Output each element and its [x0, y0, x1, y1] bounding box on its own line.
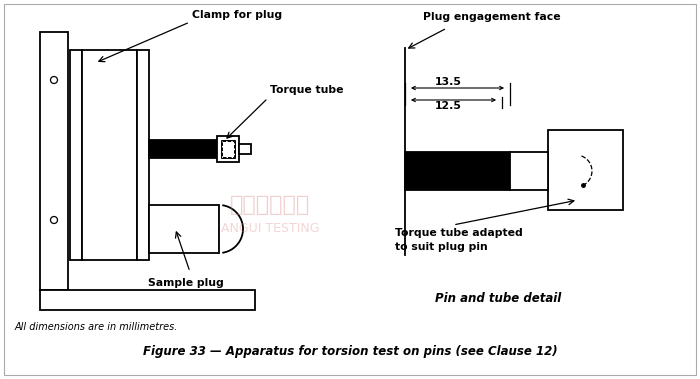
Bar [239, 144, 251, 154]
Text: 12.5: 12.5 [435, 101, 462, 111]
Bar [405, 152, 510, 190]
Bar [217, 136, 239, 162]
Text: ANGUI TESTING: ANGUI TESTING [220, 221, 319, 235]
Bar [40, 290, 255, 310]
Bar [137, 50, 149, 260]
Text: Torque tube: Torque tube [270, 85, 344, 95]
Text: Figure 33 — Apparatus for torsion test on pins (see Clause 12): Figure 33 — Apparatus for torsion test o… [143, 345, 557, 358]
Bar [82, 50, 137, 260]
Text: Plug engagement face: Plug engagement face [423, 12, 561, 22]
Text: Clamp for plug: Clamp for plug [192, 10, 282, 20]
Bar [40, 32, 68, 290]
Text: Sample plug: Sample plug [148, 278, 224, 288]
Bar [149, 205, 219, 253]
Text: All dimensions are in millimetres.: All dimensions are in millimetres. [15, 322, 178, 332]
Bar [70, 50, 82, 260]
Bar [221, 140, 235, 158]
Text: Torque tube adapted
to suit plug pin: Torque tube adapted to suit plug pin [395, 228, 523, 252]
Text: Pin and tube detail: Pin and tube detail [435, 292, 561, 305]
Bar [149, 140, 217, 158]
Circle shape [50, 216, 57, 224]
Polygon shape [219, 205, 243, 253]
Text: 13.5: 13.5 [435, 77, 462, 87]
Bar [222, 141, 234, 157]
Bar [510, 152, 548, 190]
Bar [548, 130, 623, 210]
Circle shape [50, 77, 57, 83]
Text: 东菞安规检测: 东菞安规检测 [230, 195, 310, 215]
